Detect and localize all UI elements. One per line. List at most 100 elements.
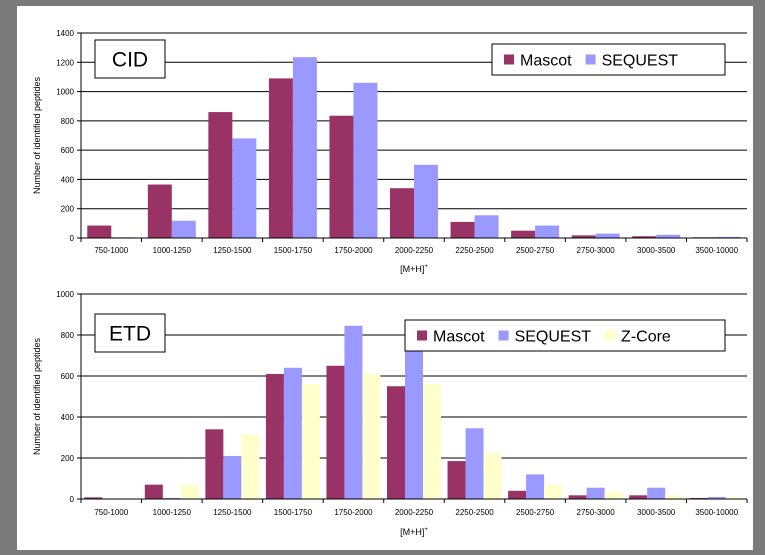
legend-swatch-mascot xyxy=(417,330,427,341)
bar-z-core-2250-2500 xyxy=(483,452,502,499)
panel-label: CID xyxy=(112,49,148,72)
x-tick-label: 2000-2250 xyxy=(395,246,434,255)
panel-label: ETD xyxy=(109,323,151,346)
legend-swatch-mascot xyxy=(504,54,514,65)
bar-z-core-2750-3000 xyxy=(604,491,623,499)
bar-mascot-2000-2250 xyxy=(387,386,405,499)
figure-panel: 0 200 400 600 800 1000 1200 1400 750-1000 1000-12… xyxy=(17,6,753,550)
panel-label-box xyxy=(94,39,166,79)
bar-mascot-1000-1250 xyxy=(147,184,172,238)
bar-mascot-750-1000 xyxy=(87,225,112,238)
bar-z-core-1000-1250 xyxy=(180,485,199,499)
x-tick-label: 1500-1750 xyxy=(274,246,313,255)
y-tick-label: 1400 xyxy=(56,29,74,38)
bar-z-core-3000-3500 xyxy=(665,495,684,499)
bar-sequest-2250-2500 xyxy=(474,215,499,238)
bar-sequest-2500-2750 xyxy=(535,225,560,238)
bar-sequest-1500-1750 xyxy=(292,57,317,239)
bar-mascot-1500-1750 xyxy=(268,78,293,239)
bar-mascot-3000-3500 xyxy=(632,236,657,238)
bar-mascot-3000-3500 xyxy=(629,495,648,499)
bar-sequest-3000-3500 xyxy=(647,487,666,499)
bar-sequest-1250-1500 xyxy=(223,455,242,499)
y-tick-label: 400 xyxy=(61,413,75,422)
legend-label-mascot: Mascot xyxy=(520,53,572,70)
legend-label-sequest: SEQUEST xyxy=(602,53,679,70)
bar-z-core-1750-2000 xyxy=(362,373,381,499)
x-tick-label: 3000-3500 xyxy=(637,508,676,517)
bar-sequest-1750-2000 xyxy=(353,82,378,239)
bar-z-core-3500-10000 xyxy=(725,496,744,499)
x-tick-label: 1000-1250 xyxy=(153,508,192,517)
chart-etd: 0 200 400 600 800 1000 750-1000 1000-1250 1250-1… xyxy=(32,290,748,537)
legend-box xyxy=(404,319,726,352)
x-tick-label: 1750-2000 xyxy=(334,246,373,255)
bar-mascot-1500-1750 xyxy=(265,373,284,499)
bar-sequest-1750-2000 xyxy=(344,325,363,499)
bar-sequest-1000-1250 xyxy=(162,497,181,499)
bar-mascot-2500-2750 xyxy=(511,230,536,238)
y-tick-label: 800 xyxy=(61,117,75,126)
y-tick-label: 1200 xyxy=(56,58,74,67)
bar-mascot-1750-2000 xyxy=(329,115,354,238)
x-tick-label: 2750-3000 xyxy=(577,246,616,255)
x-tick-label: 1250-1500 xyxy=(213,246,252,255)
bar-sequest-1500-1750 xyxy=(283,367,302,499)
legend-swatch-z-core xyxy=(604,330,616,341)
bar-sequest-2000-2250 xyxy=(405,335,423,499)
bar-mascot-2000-2250 xyxy=(390,188,414,238)
y-tick-label: 800 xyxy=(61,331,75,340)
bar-mascot-2250-2500 xyxy=(450,221,475,238)
legend-label-sequest: SEQUEST xyxy=(515,329,592,346)
bar-mascot-1000-1250 xyxy=(144,484,163,499)
x-tick-label: 3000-3500 xyxy=(637,246,676,255)
bar-mascot-2250-2500 xyxy=(447,461,466,499)
y-tick-label: 1000 xyxy=(56,88,74,97)
bar-mascot-1250-1500 xyxy=(208,112,233,238)
y-tick-label: 1000 xyxy=(56,290,74,299)
x-tick-label: 2250-2500 xyxy=(455,508,494,517)
y-tick-label: 600 xyxy=(61,146,75,155)
panel-label-box xyxy=(94,313,166,353)
x-tick-label: 2500-2750 xyxy=(516,508,555,517)
x-tick-label: 2750-3000 xyxy=(577,508,616,517)
x-tick-label: 3500-10000 xyxy=(695,246,738,255)
x-tick-label: 1250-1500 xyxy=(213,508,252,517)
bar-mascot-1250-1500 xyxy=(205,429,224,499)
x-tick-label: 750-1000 xyxy=(94,508,128,517)
x-tick-label: 1750-2000 xyxy=(334,508,373,517)
bar-sequest-2750-3000 xyxy=(586,487,605,499)
x-tick-label: 2000-2250 xyxy=(395,508,434,517)
y-tick-label: 0 xyxy=(70,234,75,243)
x-tick-label: 1500-1750 xyxy=(274,508,313,517)
x-tick-label: 750-1000 xyxy=(94,246,128,255)
figure-svg: 0 200 400 600 800 1000 1200 1400 750-1000 1000-12… xyxy=(32,29,748,537)
bar-sequest-2750-3000 xyxy=(595,233,620,238)
bar-mascot-2750-3000 xyxy=(571,235,596,238)
y-tick-label: 200 xyxy=(61,205,75,214)
bar-mascot-1750-2000 xyxy=(326,365,345,499)
legend-label-mascot: Mascot xyxy=(433,329,485,346)
bar-sequest-1250-1500 xyxy=(232,138,257,238)
x-tick-label: 2500-2750 xyxy=(516,246,555,255)
legend-swatch-sequest xyxy=(585,54,596,65)
x-axis-label: [M+H]+ xyxy=(400,527,428,537)
legend-box xyxy=(491,43,726,76)
bar-mascot-750-1000 xyxy=(84,497,103,499)
x-axis-label: [M+H]+ xyxy=(400,264,428,274)
bar-sequest-3500-10000 xyxy=(716,236,741,238)
y-axis-label: Number of identified peptides xyxy=(32,76,42,194)
bar-sequest-2250-2500 xyxy=(465,428,484,499)
chart-cid: 0 200 400 600 800 1000 1200 1400 750-1000 1000-12… xyxy=(32,29,748,274)
y-tick-label: 200 xyxy=(61,454,75,463)
bar-z-core-2000-2250 xyxy=(423,384,441,499)
bar-z-core-1250-1500 xyxy=(241,434,260,499)
y-tick-label: 600 xyxy=(61,372,75,381)
bar-z-core-2500-2750 xyxy=(544,484,563,499)
bar-sequest-3500-10000 xyxy=(707,496,726,499)
bar-sequest-3000-3500 xyxy=(656,234,681,238)
legend-swatch-sequest xyxy=(498,330,509,341)
y-tick-label: 0 xyxy=(70,495,75,504)
bar-mascot-2750-3000 xyxy=(568,495,587,499)
